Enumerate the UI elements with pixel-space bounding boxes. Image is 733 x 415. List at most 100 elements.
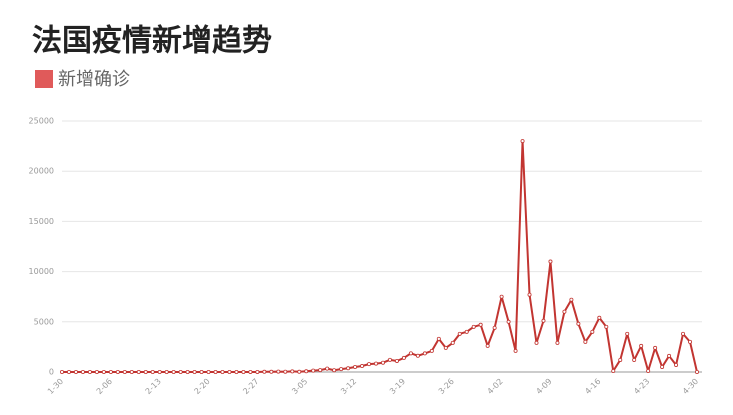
data-point [401, 355, 406, 360]
x-tick-label: 4-23 [632, 377, 651, 396]
data-point [590, 329, 595, 334]
data-point [325, 366, 330, 371]
data-point [185, 369, 190, 374]
data-point [136, 369, 141, 374]
data-point [80, 369, 85, 374]
data-point [653, 345, 658, 350]
data-point [150, 369, 155, 374]
data-point [450, 340, 455, 345]
data-point [541, 318, 546, 323]
x-tick-label: 4-09 [534, 377, 553, 396]
data-point [276, 369, 281, 374]
legend-swatch [35, 70, 53, 88]
data-point [171, 369, 176, 374]
data-point [129, 369, 134, 374]
x-tick-label: 4-30 [681, 377, 700, 396]
y-tick-label: 15000 [29, 217, 54, 226]
x-tick-label: 3-12 [339, 377, 358, 396]
data-point [555, 340, 560, 345]
data-point [387, 357, 392, 362]
data-point [199, 369, 204, 374]
x-tick-label: 2-27 [241, 377, 260, 396]
data-point [227, 369, 232, 374]
data-point [157, 369, 162, 374]
data-point [304, 369, 309, 374]
data-point [499, 294, 504, 299]
data-point [688, 339, 693, 344]
y-tick-label: 5000 [34, 317, 54, 326]
data-point [178, 369, 183, 374]
data-point [597, 315, 602, 320]
data-point [464, 329, 469, 334]
data-point [339, 367, 344, 372]
data-point [611, 368, 616, 373]
x-tick-label: 3-26 [437, 377, 456, 396]
data-point [60, 369, 65, 374]
data-point [87, 369, 92, 374]
data-point [625, 331, 630, 336]
series-line [62, 140, 698, 373]
data-point [429, 348, 434, 353]
y-tick-label: 20000 [29, 167, 54, 176]
data-point [478, 322, 483, 327]
x-tick-label: 2-06 [95, 377, 114, 396]
data-point [269, 369, 274, 374]
data-point [506, 319, 511, 324]
data-point [346, 366, 351, 371]
data-point [234, 369, 239, 374]
data-point [367, 362, 372, 367]
x-tick-label: 3-05 [290, 377, 309, 396]
data-point [534, 340, 539, 345]
data-point [562, 309, 567, 314]
data-point [660, 364, 665, 369]
data-point [408, 351, 413, 356]
legend-label: 新增确诊 [58, 69, 130, 90]
data-point [639, 343, 644, 348]
x-tick-label: 4-16 [583, 377, 602, 396]
data-point [415, 353, 420, 358]
data-point [290, 369, 295, 374]
data-point [262, 369, 267, 374]
data-point [583, 339, 588, 344]
data-point [527, 292, 532, 297]
data-point [374, 361, 379, 366]
data-point [192, 369, 197, 374]
data-point [297, 369, 302, 374]
data-point [108, 369, 113, 374]
data-point [66, 369, 71, 374]
chart-title: 法国疫情新增趋势 [32, 24, 272, 59]
data-point [353, 365, 358, 370]
data-point [360, 364, 365, 369]
data-point [101, 369, 106, 374]
data-point [122, 369, 127, 374]
data-point [143, 369, 148, 374]
data-point [248, 369, 253, 374]
data-point [422, 351, 427, 356]
data-point [492, 325, 497, 330]
data-point [213, 369, 218, 374]
data-point [283, 369, 288, 374]
x-tick-label: 3-19 [388, 377, 407, 396]
y-tick-label: 0 [49, 368, 54, 377]
data-point [632, 357, 637, 362]
data-point [695, 369, 700, 374]
data-point [646, 368, 651, 373]
data-point [332, 368, 337, 373]
data-point [73, 369, 78, 374]
data-point [569, 297, 574, 302]
data-point [206, 369, 211, 374]
data-point [318, 368, 323, 373]
data-point [164, 369, 169, 374]
data-point [311, 368, 316, 373]
data-point [674, 362, 679, 367]
x-tick-label: 2-13 [144, 377, 163, 396]
x-tick-label: 1-30 [46, 377, 65, 396]
data-point [443, 345, 448, 350]
data-point [513, 348, 518, 353]
data-point [618, 357, 623, 362]
data-point [394, 358, 399, 363]
y-tick-label: 25000 [29, 117, 54, 126]
data-point [380, 360, 385, 365]
data-point [681, 331, 686, 336]
